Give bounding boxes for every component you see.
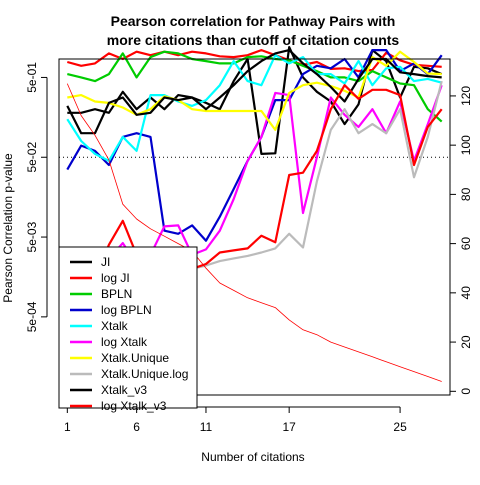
y-left-tick-label: 5e-01 bbox=[25, 62, 39, 93]
y-right-tick-label: 0 bbox=[459, 388, 473, 395]
series-line-bpln-2 bbox=[67, 50, 443, 123]
x-tick-label: 6 bbox=[133, 420, 140, 434]
legend-label: log Xtalk_v3 bbox=[101, 399, 167, 413]
x-tick-label: 25 bbox=[393, 420, 407, 434]
chart-title-line-2: more citations than cutoff of citation c… bbox=[107, 32, 400, 48]
x-tick-label: 11 bbox=[200, 420, 213, 434]
y-right-tick-label: 100 bbox=[459, 135, 473, 155]
legend-label: log BPLN bbox=[101, 303, 152, 317]
y-right-tick-label: 60 bbox=[459, 237, 473, 251]
y-right-tick-label: 20 bbox=[459, 335, 473, 349]
series-line-citation-count-10 bbox=[66, 83, 442, 382]
y-right-tick-label: 80 bbox=[459, 187, 473, 201]
y-axis-label: Pearson Correlation p-value bbox=[1, 153, 15, 303]
x-axis-label: Number of citations bbox=[201, 450, 304, 464]
legend-label: log JI bbox=[101, 271, 130, 285]
legend-label: BPLN bbox=[101, 287, 132, 301]
y-right-tick-label: 40 bbox=[459, 286, 473, 300]
y-left-tick-label: 5e-02 bbox=[25, 142, 39, 173]
series-line-xtalk-unique-6 bbox=[67, 50, 442, 131]
x-tick-label: 17 bbox=[282, 420, 296, 434]
legend-label: Xtalk_v3 bbox=[101, 383, 147, 397]
series-line-log-bpln-3 bbox=[66, 48, 443, 242]
x-tick-label: 1 bbox=[64, 420, 71, 434]
legend-label: JI bbox=[101, 255, 110, 269]
y-right-tick-label: 120 bbox=[459, 86, 473, 106]
legend-label: Xtalk bbox=[101, 319, 129, 333]
y-left-tick-label: 5e-04 bbox=[25, 301, 39, 332]
legend-box bbox=[58, 246, 198, 409]
series-line-log-xtalk-v3-9 bbox=[66, 84, 443, 318]
legend-label: log Xtalk bbox=[101, 335, 148, 349]
series-line-xtalk-4 bbox=[66, 54, 442, 162]
chart-title-line-1: Pearson correlation for Pathway Pairs wi… bbox=[111, 13, 396, 29]
legend-label: Xtalk.Unique.log bbox=[101, 367, 188, 381]
series-line-ji-0 bbox=[67, 45, 443, 155]
legend-label: Xtalk.Unique bbox=[101, 351, 169, 365]
y-left-tick-label: 5e-03 bbox=[25, 221, 39, 252]
